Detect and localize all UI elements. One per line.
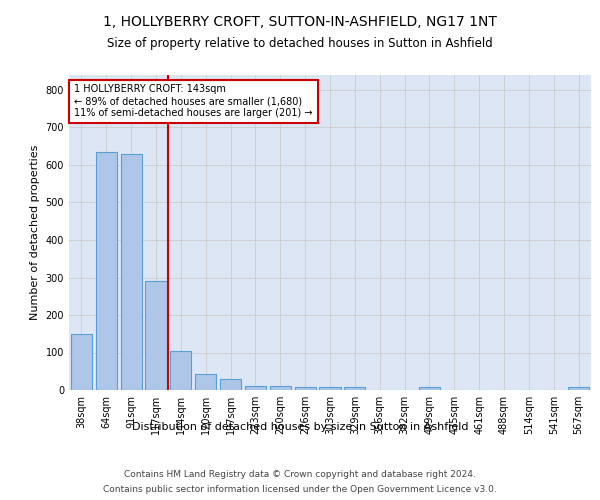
Bar <box>568 387 589 390</box>
Bar <box>319 387 341 390</box>
Text: Distribution of detached houses by size in Sutton in Ashfield: Distribution of detached houses by size … <box>132 422 468 432</box>
Bar <box>245 386 266 390</box>
Text: 1 HOLLYBERRY CROFT: 143sqm
← 89% of detached houses are smaller (1,680)
11% of s: 1 HOLLYBERRY CROFT: 143sqm ← 89% of deta… <box>74 84 313 117</box>
Y-axis label: Number of detached properties: Number of detached properties <box>30 145 40 320</box>
Bar <box>344 387 365 390</box>
Bar <box>220 379 241 390</box>
Text: Contains HM Land Registry data © Crown copyright and database right 2024.: Contains HM Land Registry data © Crown c… <box>124 470 476 479</box>
Text: 1, HOLLYBERRY CROFT, SUTTON-IN-ASHFIELD, NG17 1NT: 1, HOLLYBERRY CROFT, SUTTON-IN-ASHFIELD,… <box>103 15 497 29</box>
Bar <box>295 387 316 390</box>
Bar <box>270 386 291 390</box>
Text: Contains public sector information licensed under the Open Government Licence v3: Contains public sector information licen… <box>103 485 497 494</box>
Bar <box>419 387 440 390</box>
Text: Size of property relative to detached houses in Sutton in Ashfield: Size of property relative to detached ho… <box>107 38 493 51</box>
Bar <box>195 374 216 390</box>
Bar <box>145 281 167 390</box>
Bar <box>96 152 117 390</box>
Bar <box>71 334 92 390</box>
Bar <box>121 154 142 390</box>
Bar <box>170 352 191 390</box>
